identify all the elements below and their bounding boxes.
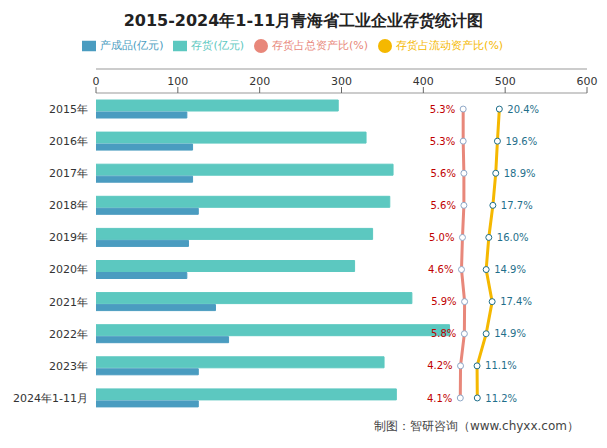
html-text:存货占流动资产比(%): 存货占流动资产比(%) bbox=[396, 39, 504, 52]
svg-text:14.9%: 14.9% bbox=[494, 328, 526, 339]
svg-text:2016年: 2016年 bbox=[49, 135, 88, 148]
html-text:2015-2024年1-11月青海省工业企业存货统计图: 2015-2024年1-11月青海省工业企业存货统计图 bbox=[123, 11, 484, 30]
svg-text:300: 300 bbox=[331, 75, 352, 88]
svg-text:4.6%: 4.6% bbox=[428, 264, 453, 275]
svg-text:2020年: 2020年 bbox=[49, 263, 88, 276]
svg-text:2021年: 2021年 bbox=[49, 296, 88, 309]
svg-text:400: 400 bbox=[413, 75, 434, 88]
svg-text:5.6%: 5.6% bbox=[430, 168, 455, 179]
svg-text:2022年: 2022年 bbox=[49, 328, 88, 341]
html-text:产成品(亿元): 产成品(亿元) bbox=[99, 39, 164, 52]
svg-text:11.2%: 11.2% bbox=[485, 393, 517, 404]
html-text:存货(亿元): 存货(亿元) bbox=[191, 39, 244, 52]
svg-text:11.1%: 11.1% bbox=[485, 360, 517, 371]
svg-text:5.0%: 5.0% bbox=[429, 232, 454, 243]
html-text:存货占总资产比(%): 存货占总资产比(%) bbox=[272, 39, 369, 52]
svg-text:14.9%: 14.9% bbox=[494, 264, 526, 275]
svg-text:2019年: 2019年 bbox=[49, 231, 88, 244]
html-text:制图：智研咨询（www.chyxx.com）: 制图：智研咨询（www.chyxx.com） bbox=[373, 419, 579, 433]
svg-text:20.4%: 20.4% bbox=[507, 104, 539, 115]
svg-text:18.9%: 18.9% bbox=[504, 168, 536, 179]
svg-text:4.1%: 4.1% bbox=[427, 393, 452, 404]
svg-text:5.3%: 5.3% bbox=[430, 104, 455, 115]
svg-text:600: 600 bbox=[577, 75, 598, 88]
svg-text:2018年: 2018年 bbox=[49, 199, 88, 212]
svg-text:2024年1-11月: 2024年1-11月 bbox=[13, 392, 88, 405]
svg-text:4.2%: 4.2% bbox=[427, 360, 452, 371]
svg-text:5.3%: 5.3% bbox=[430, 136, 455, 147]
svg-text:19.6%: 19.6% bbox=[505, 136, 537, 147]
svg-text:2023年: 2023年 bbox=[49, 360, 88, 373]
svg-text:2015年: 2015年 bbox=[49, 103, 88, 116]
svg-text:17.4%: 17.4% bbox=[500, 296, 532, 307]
svg-text:5.6%: 5.6% bbox=[430, 200, 455, 211]
svg-text:5.8%: 5.8% bbox=[431, 328, 456, 339]
svg-text:500: 500 bbox=[495, 75, 516, 88]
svg-text:2017年: 2017年 bbox=[49, 167, 88, 180]
svg-text:0: 0 bbox=[93, 75, 100, 88]
svg-text:16.0%: 16.0% bbox=[497, 232, 529, 243]
svg-text:100: 100 bbox=[167, 75, 188, 88]
svg-text:5.9%: 5.9% bbox=[431, 296, 456, 307]
svg-text:17.7%: 17.7% bbox=[501, 200, 533, 211]
svg-text:200: 200 bbox=[249, 75, 270, 88]
